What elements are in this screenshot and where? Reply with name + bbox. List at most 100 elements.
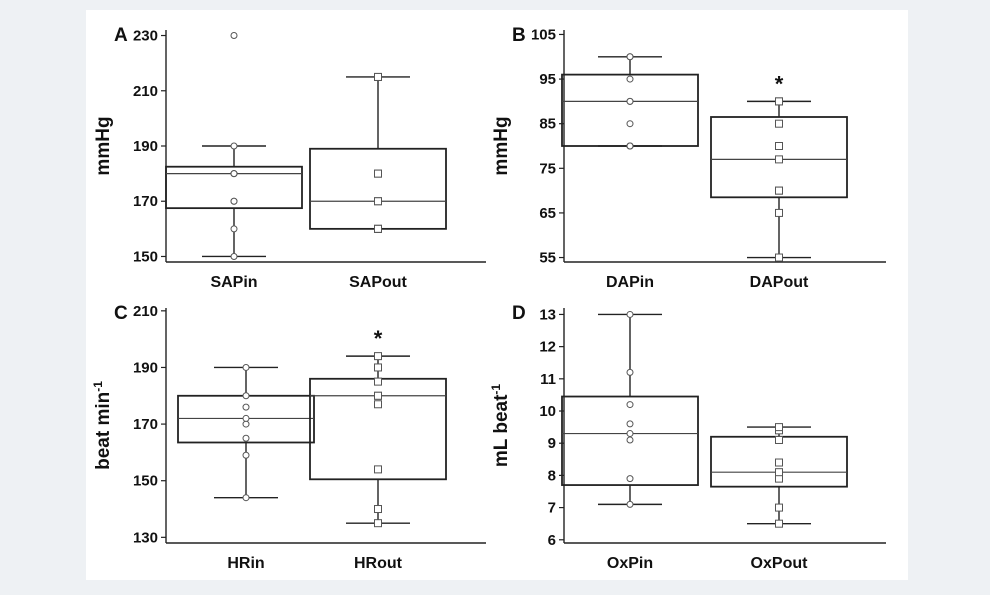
data-point [626, 401, 634, 409]
data-point [775, 155, 783, 164]
y-tick-label: 12 [539, 339, 556, 356]
data-point [242, 434, 250, 442]
data-point [374, 72, 382, 81]
y-axis-title-text: mmHg [491, 116, 512, 175]
data-point [374, 519, 382, 528]
data-point [374, 391, 382, 400]
data-point [374, 224, 382, 233]
x-category-label: HRin [227, 555, 264, 572]
y-tick-label: 10 [539, 403, 556, 420]
x-category-label: SAPin [210, 274, 257, 291]
y-tick-label: 65 [539, 205, 556, 222]
y-tick-label: 230 [133, 28, 158, 45]
y-axis-title: beat min-1 [91, 381, 114, 470]
data-point [775, 423, 783, 432]
y-tick-label: 190 [133, 138, 158, 155]
data-point [230, 32, 238, 40]
data-point [242, 414, 250, 422]
data-point [626, 97, 634, 105]
data-point [374, 465, 382, 474]
data-point [242, 451, 250, 459]
data-point [626, 500, 634, 508]
data-point [242, 392, 250, 400]
y-tick-label: 11 [540, 371, 556, 388]
x-category-label: OxPout [751, 555, 809, 572]
data-point [374, 400, 382, 409]
y-axis-title: mmHg [93, 116, 114, 175]
data-point [374, 169, 382, 178]
box-iqr [710, 116, 848, 199]
data-point [626, 75, 634, 83]
y-tick-label: 150 [133, 473, 158, 490]
box-iqr [561, 395, 699, 486]
y-tick-label: 210 [133, 303, 158, 320]
data-point [230, 170, 238, 178]
y-axis-title-text: mL beat [491, 394, 512, 467]
data-point [374, 505, 382, 514]
x-category-label: DAPin [606, 274, 654, 291]
data-point [374, 377, 382, 386]
data-point [775, 503, 783, 512]
data-point [242, 363, 250, 371]
data-point [242, 403, 250, 411]
x-category-label: HRout [354, 555, 403, 572]
panel-label: B [512, 25, 526, 46]
panel-label: A [114, 25, 128, 46]
data-point [775, 519, 783, 528]
data-point [775, 186, 783, 195]
panel-label: D [512, 303, 526, 324]
data-point [626, 120, 634, 128]
x-category-label: SAPout [349, 274, 407, 291]
data-point [626, 420, 634, 428]
y-axis-title-superscript: -1 [91, 381, 105, 392]
data-point [775, 142, 783, 150]
y-tick-label: 95 [539, 71, 556, 88]
y-tick-label: 130 [133, 529, 158, 546]
data-point [626, 475, 634, 483]
panel-label: C [114, 303, 128, 324]
data-point [230, 197, 238, 205]
significance-marker: * [775, 71, 784, 96]
y-tick-label: 9 [548, 435, 556, 452]
data-point [230, 142, 238, 150]
y-tick-label: 6 [548, 532, 556, 549]
x-category-label: OxPin [607, 555, 653, 572]
y-axis-title-superscript: -1 [489, 384, 503, 395]
data-point [775, 458, 783, 467]
y-axis-title-text: beat min [93, 392, 114, 470]
y-axis-title: mmHg [491, 116, 512, 175]
data-point [775, 253, 783, 262]
x-category-label: DAPout [750, 274, 809, 291]
data-point [626, 53, 634, 61]
data-point [626, 430, 634, 438]
data-point [230, 252, 238, 260]
box-iqr [561, 73, 699, 147]
data-point [775, 468, 783, 477]
y-tick-label: 8 [548, 467, 556, 484]
y-tick-label: 85 [539, 116, 556, 133]
y-tick-label: 210 [133, 83, 158, 100]
box-iqr [309, 147, 447, 230]
data-point [775, 97, 783, 106]
y-axis-title-text: mmHg [93, 116, 114, 175]
y-axis-title: mL beat-1 [489, 384, 512, 468]
data-point [374, 197, 382, 206]
data-point [374, 363, 382, 372]
data-point [626, 436, 634, 444]
significance-marker: * [374, 326, 383, 351]
data-point [242, 420, 250, 428]
y-tick-label: 170 [133, 193, 158, 210]
box-iqr [165, 165, 303, 210]
data-point [374, 352, 382, 361]
data-point [626, 142, 634, 150]
y-tick-label: 55 [539, 250, 556, 267]
y-tick-label: 75 [539, 160, 556, 177]
y-tick-label: 150 [133, 248, 158, 265]
data-point [242, 494, 250, 502]
y-tick-label: 190 [133, 359, 158, 376]
data-point [775, 435, 783, 444]
data-point [626, 368, 634, 376]
data-point [775, 119, 783, 128]
